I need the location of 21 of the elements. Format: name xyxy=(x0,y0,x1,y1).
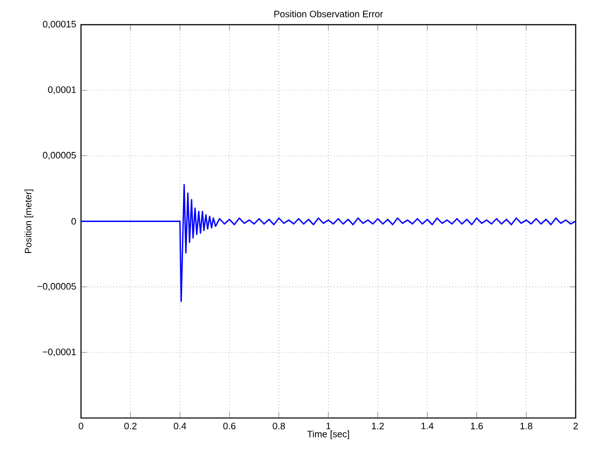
x-tick-label: 0.6 xyxy=(223,422,236,430)
chart-title: Position Observation Error xyxy=(274,10,383,18)
y-tick-label: 0,00015 xyxy=(42,20,76,29)
y-tick-label: −0,00005 xyxy=(38,283,76,291)
y-tick-label: −0,0001 xyxy=(42,348,76,356)
y-axis-title: Position [meter] xyxy=(24,190,34,253)
x-tick-label: 2 xyxy=(574,422,578,430)
x-tick-label: 0.4 xyxy=(174,422,186,430)
x-tick-label: 1.8 xyxy=(520,422,532,430)
x-tick-label: 1.6 xyxy=(470,422,483,430)
line-series xyxy=(81,184,576,302)
x-tick-label: 1.2 xyxy=(372,422,384,430)
x-tick-label: 1 xyxy=(326,422,330,430)
y-tick-label: 0 xyxy=(71,218,76,225)
y-tick-label: 0,00005 xyxy=(42,152,76,160)
x-tick-label: 0 xyxy=(78,422,84,430)
y-tick-label: 0,0001 xyxy=(48,86,76,94)
x-tick-label: 0.8 xyxy=(272,422,285,430)
x-tick-label: 0.2 xyxy=(124,422,136,430)
x-axis-title: Time [sec] xyxy=(307,430,350,440)
x-tick-label: 1.4 xyxy=(421,422,434,430)
